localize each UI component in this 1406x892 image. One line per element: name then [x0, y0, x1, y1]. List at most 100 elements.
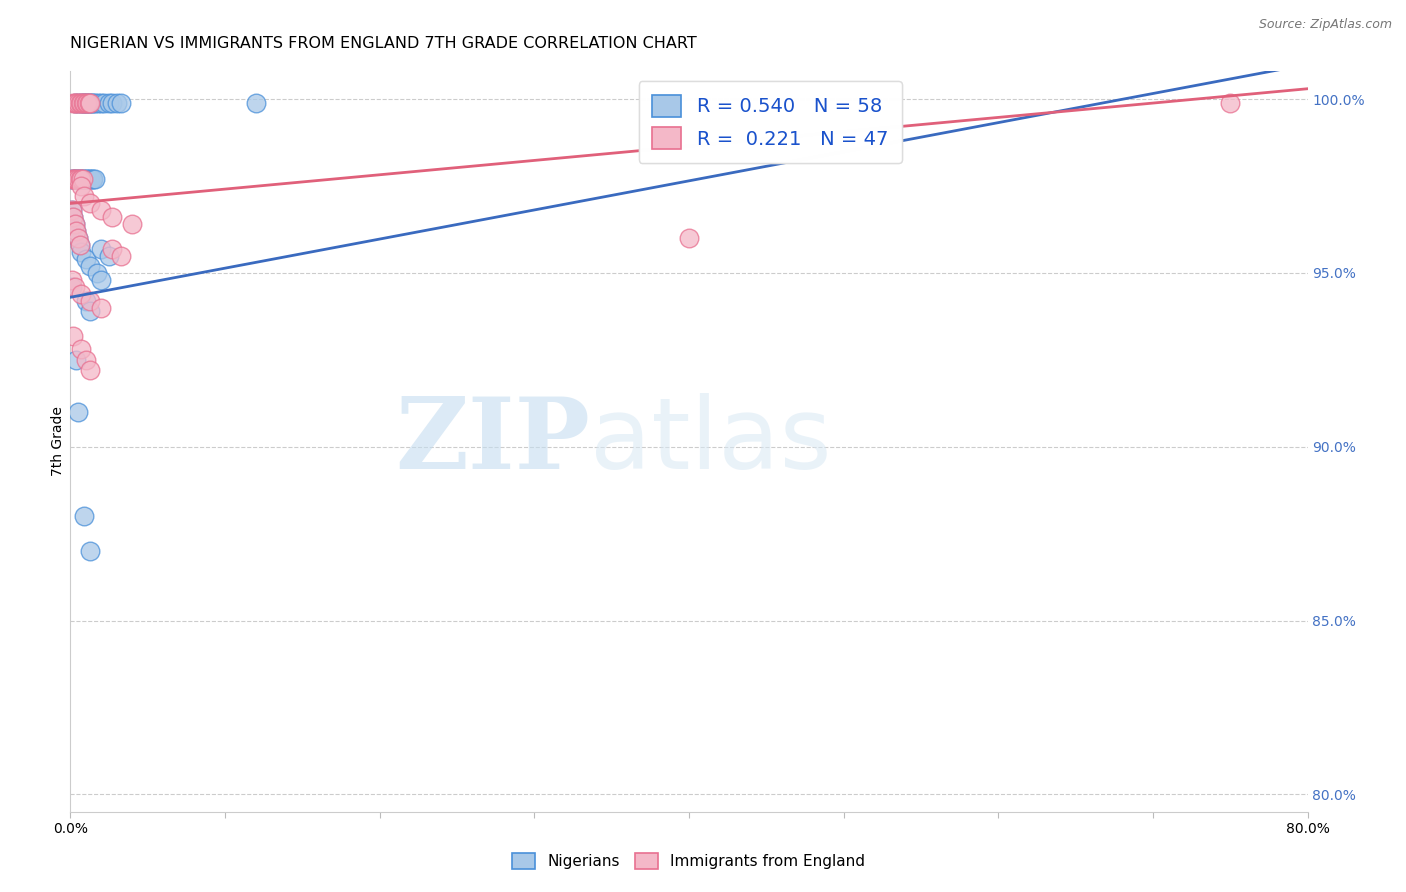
- Point: [678, 231, 700, 245]
- Point: [73, 509, 96, 524]
- Point: [86, 266, 108, 280]
- Point: [77, 172, 100, 186]
- Point: [63, 172, 86, 186]
- Point: [79, 95, 101, 110]
- Point: [69, 172, 91, 186]
- Point: [245, 95, 267, 110]
- Point: [65, 352, 87, 367]
- Point: [67, 231, 90, 245]
- Point: [79, 196, 101, 211]
- Point: [98, 95, 121, 110]
- Point: [79, 544, 101, 558]
- Point: [69, 238, 91, 252]
- Y-axis label: 7th Grade: 7th Grade: [51, 407, 65, 476]
- Legend: R = 0.540   N = 58, R =  0.221   N = 47: R = 0.540 N = 58, R = 0.221 N = 47: [638, 81, 901, 163]
- Point: [72, 95, 94, 110]
- Point: [67, 405, 90, 419]
- Point: [101, 95, 124, 110]
- Point: [60, 280, 83, 294]
- Point: [75, 293, 97, 308]
- Point: [70, 172, 93, 186]
- Point: [93, 95, 115, 110]
- Point: [60, 203, 83, 218]
- Point: [70, 172, 93, 186]
- Point: [70, 179, 93, 194]
- Point: [62, 211, 84, 225]
- Point: [82, 172, 105, 186]
- Point: [67, 95, 90, 110]
- Point: [70, 95, 93, 110]
- Point: [72, 172, 94, 186]
- Point: [76, 95, 98, 110]
- Point: [72, 172, 94, 186]
- Legend: Nigerians, Immigrants from England: Nigerians, Immigrants from England: [506, 847, 872, 875]
- Point: [63, 217, 86, 231]
- Point: [82, 95, 105, 110]
- Point: [62, 95, 84, 110]
- Point: [72, 95, 94, 110]
- Point: [70, 245, 93, 260]
- Point: [62, 172, 84, 186]
- Point: [79, 172, 101, 186]
- Point: [90, 273, 112, 287]
- Text: Source: ZipAtlas.com: Source: ZipAtlas.com: [1258, 18, 1392, 31]
- Point: [63, 95, 86, 110]
- Point: [84, 95, 107, 110]
- Point: [80, 95, 103, 110]
- Point: [65, 172, 87, 186]
- Point: [63, 280, 86, 294]
- Point: [105, 95, 128, 110]
- Point: [75, 352, 97, 367]
- Point: [70, 286, 93, 301]
- Point: [63, 95, 86, 110]
- Point: [63, 172, 86, 186]
- Point: [79, 304, 101, 318]
- Point: [75, 95, 97, 110]
- Text: NIGERIAN VS IMMIGRANTS FROM ENGLAND 7TH GRADE CORRELATION CHART: NIGERIAN VS IMMIGRANTS FROM ENGLAND 7TH …: [70, 36, 697, 51]
- Point: [62, 328, 84, 343]
- Point: [76, 95, 98, 110]
- Point: [87, 95, 110, 110]
- Point: [70, 95, 93, 110]
- Point: [79, 293, 101, 308]
- Point: [77, 95, 100, 110]
- Point: [65, 172, 87, 186]
- Point: [67, 95, 90, 110]
- Point: [62, 211, 84, 225]
- Point: [73, 95, 96, 110]
- Point: [76, 172, 98, 186]
- Point: [90, 242, 112, 256]
- Point: [67, 231, 90, 245]
- Point: [60, 203, 83, 218]
- Point: [79, 95, 101, 110]
- Point: [75, 95, 97, 110]
- Point: [73, 189, 96, 203]
- Point: [101, 211, 124, 225]
- Point: [84, 172, 107, 186]
- Point: [90, 301, 112, 315]
- Point: [65, 224, 87, 238]
- Point: [65, 224, 87, 238]
- Point: [79, 363, 101, 377]
- Text: atlas: atlas: [591, 393, 831, 490]
- Point: [121, 217, 143, 231]
- Point: [65, 95, 87, 110]
- Point: [70, 343, 93, 357]
- Point: [62, 172, 84, 186]
- Point: [67, 172, 90, 186]
- Text: ZIP: ZIP: [395, 393, 591, 490]
- Point: [60, 172, 83, 186]
- Point: [67, 172, 90, 186]
- Point: [75, 172, 97, 186]
- Point: [98, 249, 121, 263]
- Point: [63, 217, 86, 231]
- Point: [80, 172, 103, 186]
- Point: [101, 242, 124, 256]
- Point: [1219, 95, 1241, 110]
- Point: [77, 95, 100, 110]
- Point: [69, 238, 91, 252]
- Point: [110, 249, 132, 263]
- Point: [73, 95, 96, 110]
- Point: [73, 172, 96, 186]
- Point: [60, 273, 83, 287]
